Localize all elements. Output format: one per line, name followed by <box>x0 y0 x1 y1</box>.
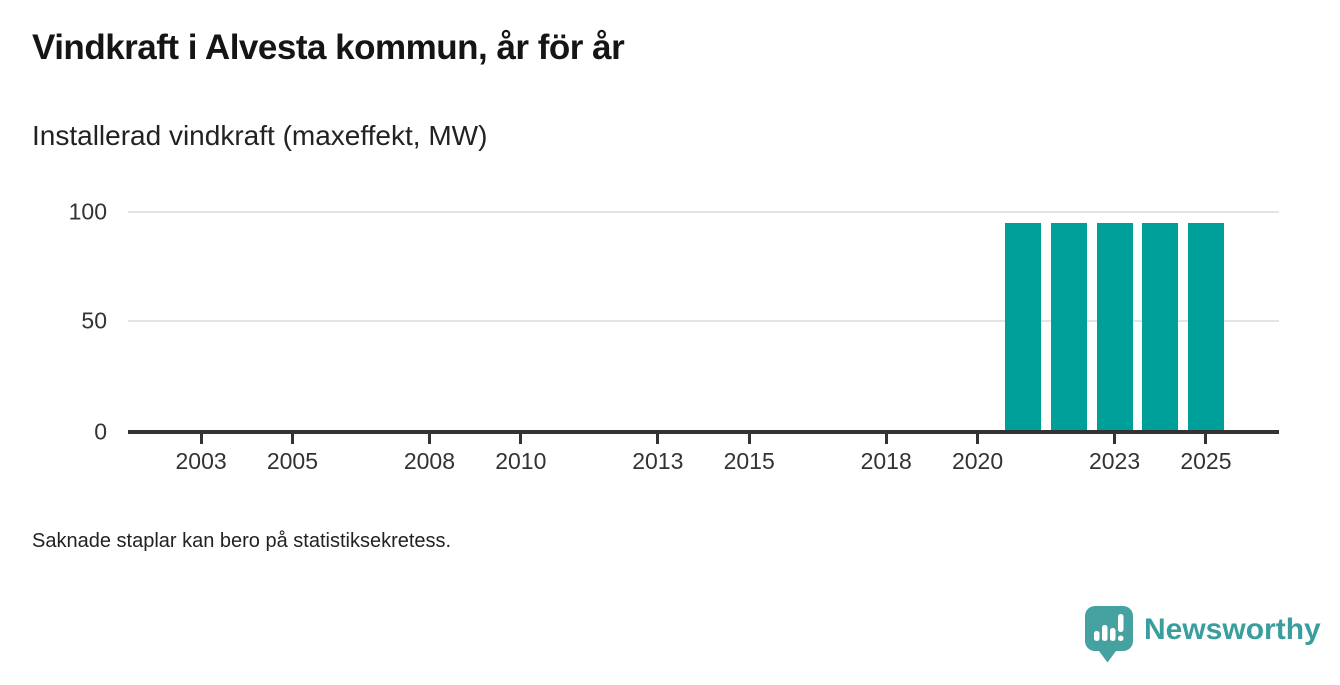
chart-footnote: Saknade staplar kan bero på statistiksek… <box>32 530 452 552</box>
chart-plot-area: 2003 2005 2008 2010 2013 2015 2018 2020 2023 2025 <box>128 211 1279 474</box>
x-axis-label-2018: 2018 <box>860 448 912 474</box>
x-axis-label-2023: 2023 <box>1088 448 1141 474</box>
brand-name: Newsworthy <box>1144 613 1321 646</box>
x-axis-label-2010: 2010 <box>495 448 547 474</box>
x-tick-2025 <box>1204 434 1208 444</box>
x-axis-label-2008: 2008 <box>403 448 456 474</box>
x-tick-2023 <box>1113 434 1117 444</box>
chart-subtitle: Installerad vindkraft (maxeffekt, MW) <box>32 120 488 151</box>
y-axis-label-100: 100 <box>68 198 107 225</box>
x-tick-2015 <box>747 434 751 444</box>
y-axis-label-0: 0 <box>94 418 107 445</box>
x-tick-2003 <box>199 434 203 444</box>
x-axis-label-2013: 2013 <box>632 448 684 474</box>
newsworthy-branding: Newsworthy <box>1085 606 1321 663</box>
y-axis-label-50: 50 <box>81 307 107 334</box>
x-tick-2005 <box>290 434 294 444</box>
x-axis-label-2015: 2015 <box>723 448 775 474</box>
x-axis-label-2005: 2005 <box>266 448 319 474</box>
x-tick-2020 <box>976 434 980 444</box>
gridline-y-50 <box>128 320 1279 322</box>
gridline-y-100 <box>128 211 1279 213</box>
x-axis-label-2025: 2025 <box>1180 448 1232 474</box>
bar-2022 <box>1050 222 1087 430</box>
x-axis-label-2003: 2003 <box>175 448 227 474</box>
bar-2024 <box>1142 222 1179 430</box>
x-tick-2013 <box>656 434 660 444</box>
x-tick-2010 <box>519 434 523 444</box>
bar-2023 <box>1096 222 1133 430</box>
chart-title: Vindkraft i Alvesta kommun, år för år <box>32 28 625 67</box>
x-axis-label-2020: 2020 <box>951 448 1004 474</box>
x-tick-2008 <box>427 434 431 444</box>
speech-bubble-bar-chart-icon <box>1085 606 1133 663</box>
x-axis-line <box>128 430 1279 434</box>
bar-2025 <box>1187 222 1224 430</box>
x-tick-2018 <box>884 434 888 444</box>
bar-2021 <box>1005 222 1042 430</box>
